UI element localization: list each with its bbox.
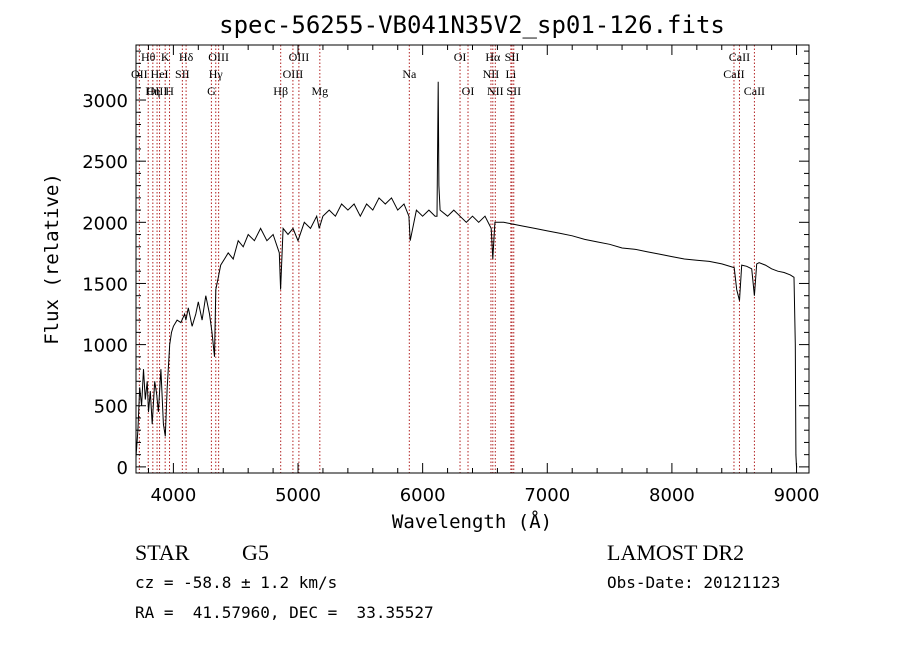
marker-label: K — [161, 50, 170, 64]
object-subclass: G5 — [242, 540, 269, 565]
x-tick-label: 7000 — [524, 485, 570, 506]
marker-label: CaII — [744, 84, 765, 98]
x-tick-label: 8000 — [649, 485, 695, 506]
y-tick-label: 2500 — [82, 152, 128, 173]
marker-label: OI — [454, 50, 467, 64]
redshift-text: cz = -58.8 ± 1.2 km/s — [135, 573, 338, 592]
x-tick-label: 4000 — [150, 485, 196, 506]
marker-label: OII — [131, 67, 148, 81]
marker-label: NII — [483, 67, 500, 81]
marker-lines — [138, 45, 755, 473]
obs-date: Obs-Date: 20121123 — [607, 573, 781, 592]
survey-name: LAMOST DR2 — [607, 540, 745, 565]
y-tick-label: 500 — [94, 397, 128, 418]
marker-label: HeI — [151, 67, 169, 81]
x-axis-label: Wavelength (Å) — [392, 510, 552, 533]
marker-label: SII — [505, 50, 520, 64]
marker-label: Hδ — [179, 50, 194, 64]
marker-label: Mg — [311, 84, 328, 98]
marker-label: Hθ — [141, 50, 156, 64]
y-tick-label: 0 — [117, 458, 128, 479]
coordinates-text: RA = 41.57960, DEC = 33.35527 — [135, 603, 434, 622]
plot-frame — [135, 44, 810, 474]
y-tick-label: 2000 — [82, 213, 128, 234]
y-tick-label: 3000 — [82, 91, 128, 112]
x-tick-label: 9000 — [774, 485, 820, 506]
x-tick-label: 6000 — [400, 485, 446, 506]
y-tick-label: 1500 — [82, 274, 128, 295]
x-tick-label: 5000 — [275, 485, 321, 506]
object-class: STAR — [135, 540, 190, 565]
spectrum-line — [135, 81, 798, 468]
marker-label: SII — [506, 84, 521, 98]
marker-label: NII — [487, 84, 504, 98]
marker-label: SII — [175, 67, 190, 81]
marker-label: H — [165, 84, 174, 98]
marker-label: OI — [462, 84, 475, 98]
marker-label: Na — [402, 67, 417, 81]
marker-label: CaII — [723, 67, 744, 81]
marker-label: Hα — [485, 50, 501, 64]
marker-label: Li — [506, 67, 517, 81]
marker-label: OIII — [147, 84, 168, 98]
marker-label: CaII — [729, 50, 750, 64]
marker-label: OIII — [289, 50, 310, 64]
marker-label: OIII — [208, 50, 229, 64]
y-axis-label: Flux (relative) — [41, 173, 63, 345]
marker-label: Hγ — [209, 67, 224, 81]
marker-label: OIII — [283, 67, 304, 81]
marker-label: G — [207, 84, 216, 98]
marker-label: Hη — [145, 84, 160, 98]
y-tick-label: 1000 — [82, 336, 128, 357]
chart-title: spec-56255-VB041N35V2_sp01-126.fits — [219, 11, 725, 39]
marker-label: Hβ — [273, 84, 288, 98]
y-axis: 0 500 1000 1500 2000 2500 3000 — [82, 50, 809, 479]
x-axis: 4000 5000 6000 7000 8000 9000 — [147, 45, 820, 506]
